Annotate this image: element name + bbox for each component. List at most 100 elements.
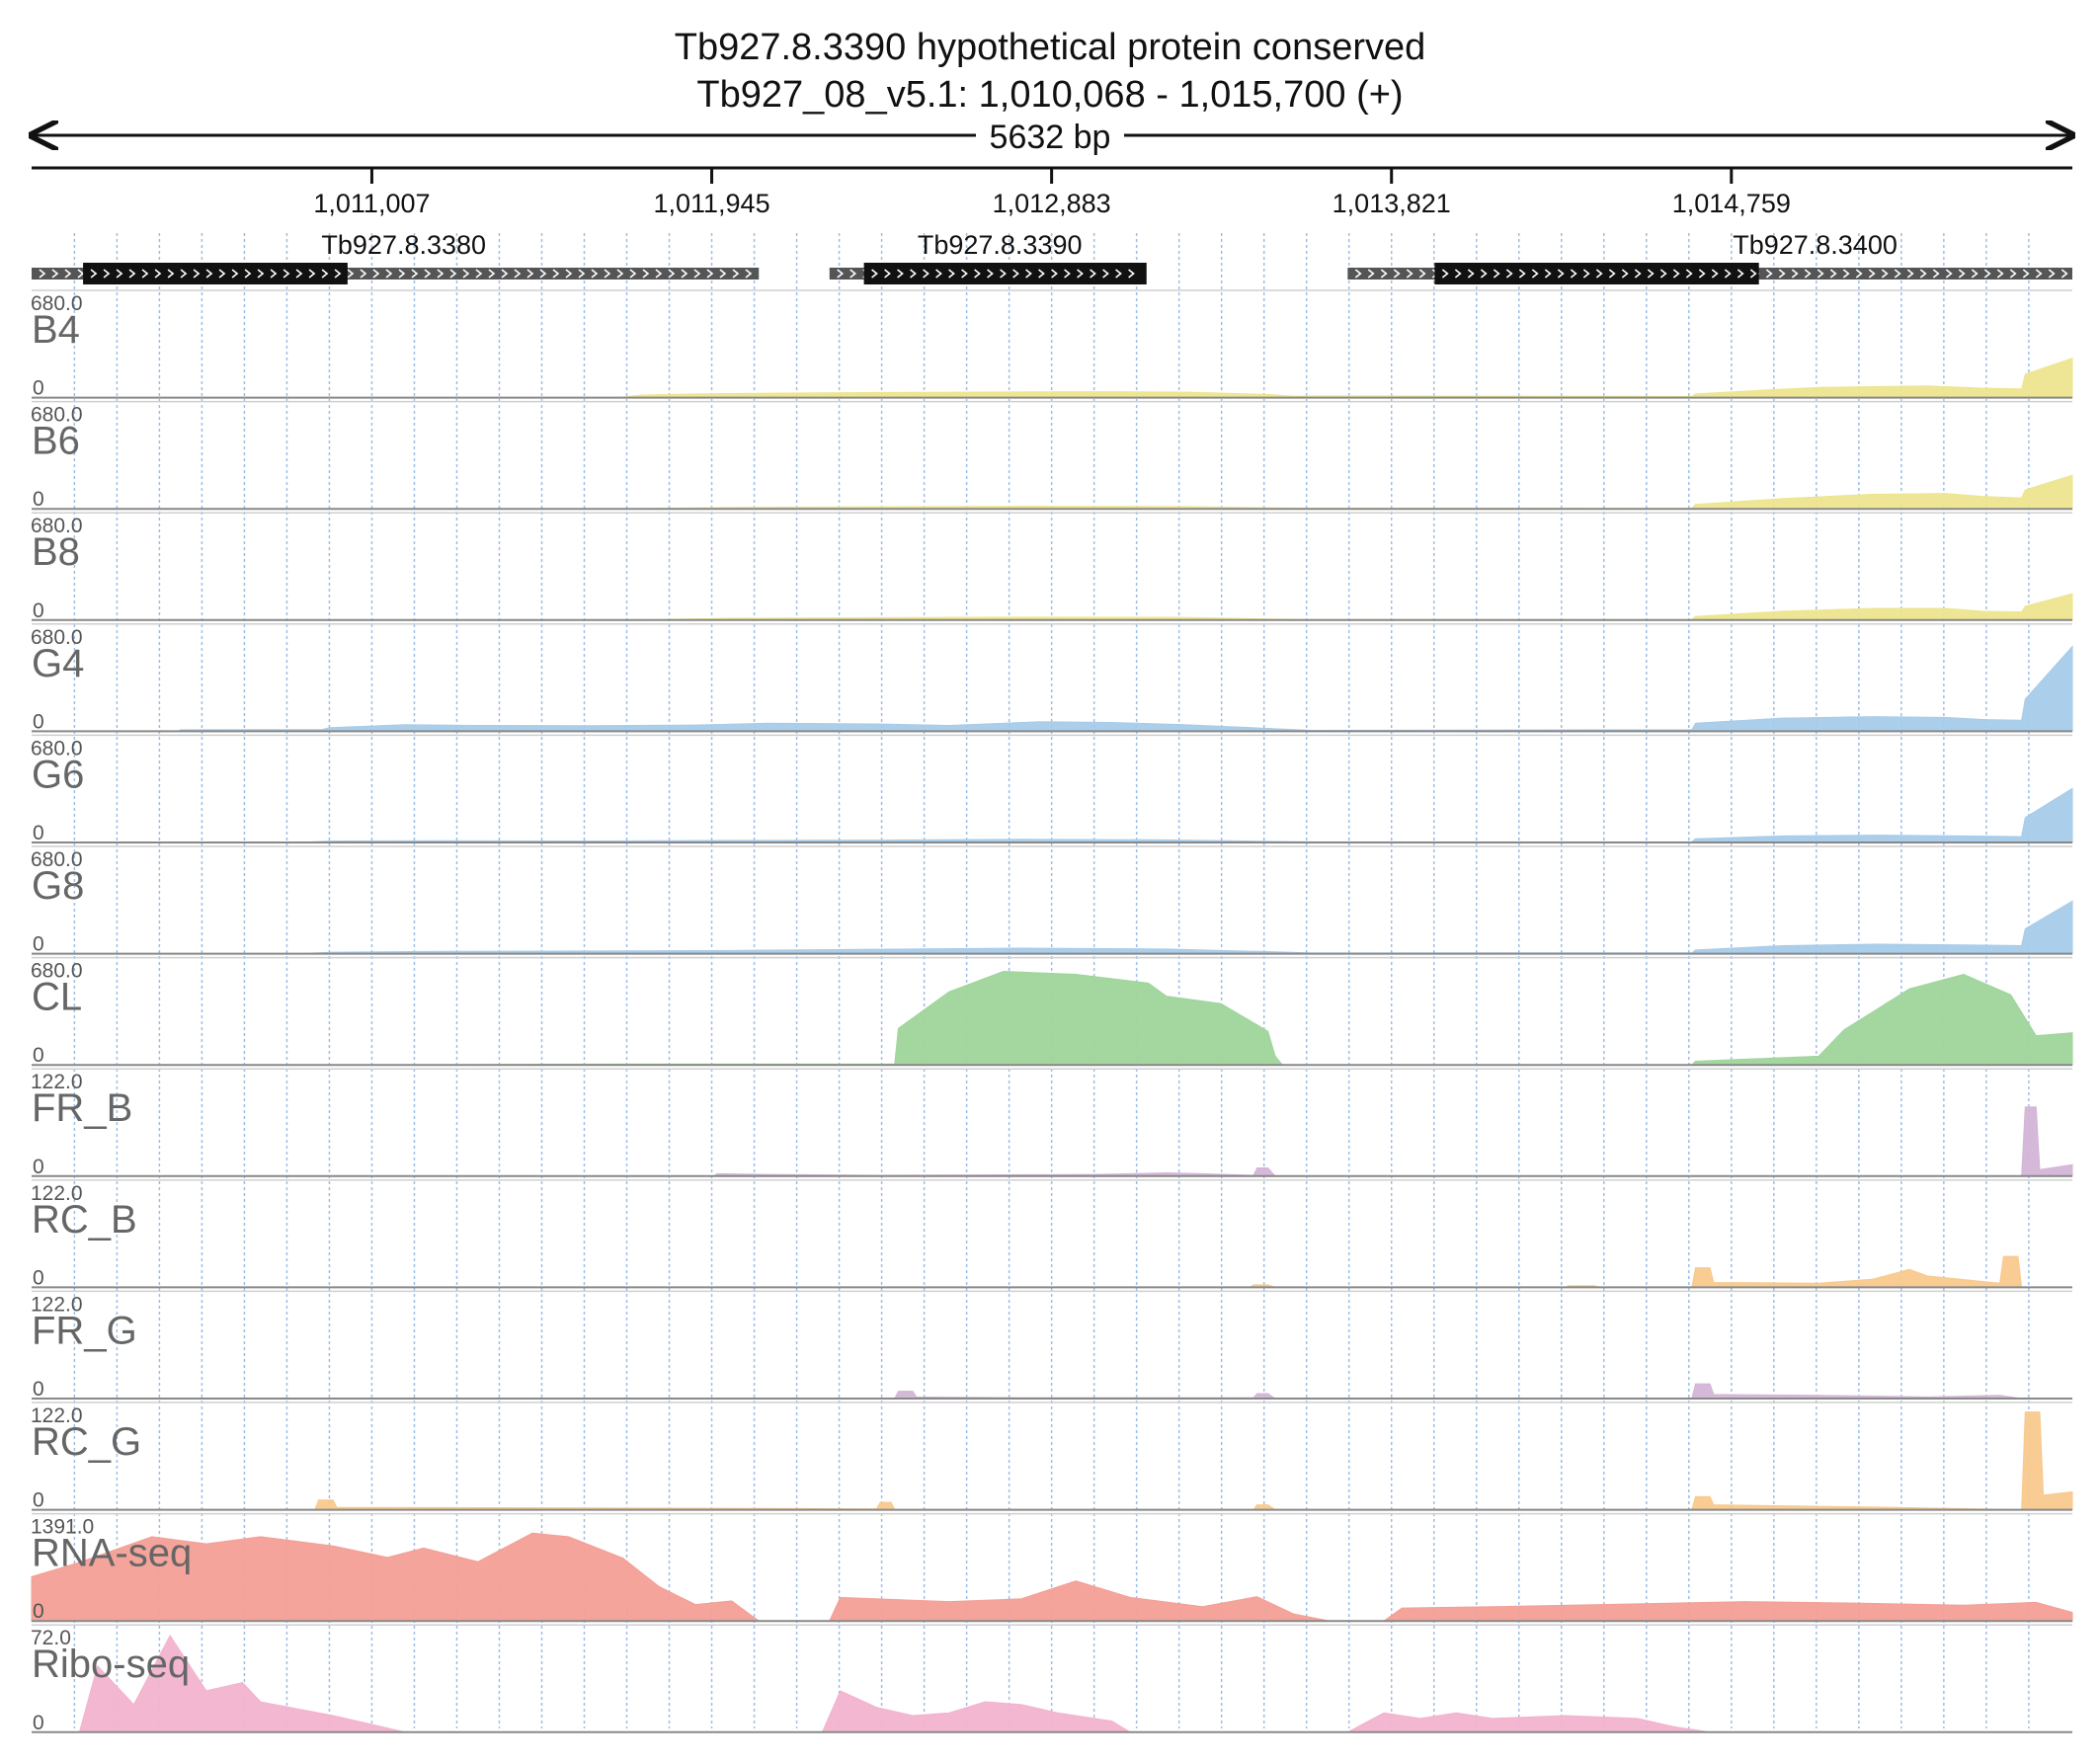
figure-title: Tb927.8.3390 hypothetical protein conser… (675, 27, 1426, 68)
strand-chevron (1945, 269, 1953, 279)
strand-chevron (849, 269, 857, 279)
strand-chevron (1698, 269, 1706, 279)
track-min-label: 0 (33, 1044, 44, 1067)
strand-chevron (64, 269, 72, 279)
track-min-label: 0 (33, 1378, 44, 1401)
track-max-label: 122.0 (31, 1182, 83, 1205)
strand-chevron (1804, 269, 1812, 279)
track-min-label: 0 (33, 933, 44, 956)
strand-chevron (1737, 269, 1744, 279)
strand-chevron (1480, 269, 1488, 279)
track-min-label: 0 (33, 710, 44, 733)
strand-chevron (424, 269, 432, 279)
strand-chevron (437, 269, 444, 279)
strand-chevron (1406, 269, 1413, 279)
strand-chevron (257, 269, 265, 279)
strand-chevron (116, 269, 123, 279)
track-g8: 680.0G8 0 (31, 845, 2073, 956)
strand-chevron (462, 269, 470, 279)
strand-chevron (398, 269, 406, 279)
track-g4: 680.0G4 0 (31, 623, 2073, 733)
track-max-label: 122.0 (31, 1071, 83, 1093)
track-fr-g: 122.0FR_G 0 (31, 1290, 2072, 1401)
strand-chevron (910, 269, 917, 279)
gene-cds (1434, 263, 1759, 284)
strand-chevron (1467, 269, 1475, 279)
strand-chevron (1711, 269, 1719, 279)
gene-annotations: Tb927.8.3380 Tb927.8.3390 Tb927.8.3400 (32, 230, 2072, 284)
strand-chevron (154, 269, 162, 279)
coverage-tracks: 680.0B40680.0B60680.0B80680.0G40680.0G60… (31, 289, 2073, 1734)
track-name-label: FR_G (32, 1309, 137, 1352)
strand-chevron (1090, 269, 1096, 279)
strand-chevron (1595, 269, 1603, 279)
strand-chevron (1958, 269, 1966, 279)
strand-chevron (1868, 269, 1876, 279)
gene-label: Tb927.8.3390 (918, 230, 1083, 260)
coverage-area (32, 1635, 1711, 1733)
strand-chevron (745, 269, 753, 279)
strand-chevron (90, 269, 98, 279)
strand-chevron (501, 269, 509, 279)
track-name-label: B6 (32, 420, 80, 463)
strand-chevron (1749, 269, 1757, 279)
strand-chevron (1765, 269, 1773, 279)
strand-chevron (449, 269, 457, 279)
strand-chevron (526, 269, 534, 279)
track-b6: 680.0B6 0 (31, 400, 2073, 511)
strand-chevron (1881, 269, 1889, 279)
strand-chevron (193, 269, 201, 279)
track-b8: 680.0B8 0 (31, 512, 2073, 622)
strand-chevron (974, 269, 981, 279)
strand-chevron (334, 269, 342, 279)
strand-chevron (1983, 269, 1991, 279)
strand-chevron (2048, 269, 2056, 279)
strand-chevron (681, 269, 688, 279)
strand-chevron (372, 269, 380, 279)
strand-chevron (1493, 269, 1500, 279)
strand-chevron (1829, 269, 1837, 279)
strand-chevron (604, 269, 611, 279)
strand-chevron (1570, 269, 1577, 279)
strand-chevron (1380, 269, 1388, 279)
track-fr-b: 122.0FR_B 0 (31, 1068, 2073, 1178)
strand-chevron (1634, 269, 1642, 279)
track-max-label: 680.0 (31, 515, 83, 537)
strand-chevron (103, 269, 111, 279)
track-max-label: 72.0 (31, 1627, 71, 1649)
track-min-label: 0 (33, 1712, 44, 1734)
strand-chevron (591, 269, 599, 279)
strand-chevron (732, 269, 740, 279)
strand-chevron (1842, 269, 1850, 279)
track-min-label: 0 (33, 1489, 44, 1512)
strand-chevron (1685, 269, 1693, 279)
strand-chevron (1672, 269, 1680, 279)
span-label-bg (976, 117, 1124, 154)
strand-chevron (719, 269, 727, 279)
strand-chevron (1608, 269, 1616, 279)
track-max-label: 122.0 (31, 1293, 83, 1316)
strand-chevron (1128, 269, 1135, 279)
strand-chevron (514, 269, 522, 279)
track-min-label: 0 (33, 377, 44, 400)
strand-chevron (565, 269, 573, 279)
coverage-area (31, 1532, 2073, 1622)
strand-chevron (295, 269, 303, 279)
strand-chevron (642, 269, 650, 279)
track-name-label: B8 (32, 530, 80, 574)
strand-chevron (283, 269, 290, 279)
strand-chevron (629, 269, 637, 279)
strand-chevron (1724, 269, 1732, 279)
axis-tick-label: 1,014,759 (1672, 189, 1791, 218)
strand-chevron (244, 269, 252, 279)
strand-chevron (77, 269, 85, 279)
strand-chevron (180, 269, 188, 279)
strand-chevron (1441, 269, 1449, 279)
strand-chevron (987, 269, 994, 279)
track-max-label: 680.0 (31, 737, 83, 760)
strand-chevron (616, 269, 624, 279)
track-b4: 680.0B4 0 (31, 289, 2073, 400)
strand-chevron (1531, 269, 1539, 279)
strand-chevron (1557, 269, 1565, 279)
track-name-label: RC_G (32, 1420, 141, 1464)
